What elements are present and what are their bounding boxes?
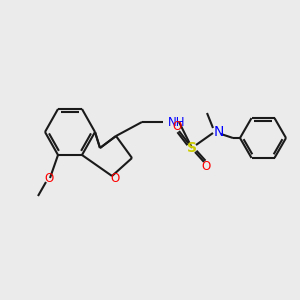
Text: S: S — [187, 141, 197, 155]
Text: O: O — [44, 172, 54, 184]
Text: O: O — [172, 121, 182, 134]
Text: O: O — [201, 160, 211, 172]
Text: O: O — [110, 172, 120, 184]
Text: NH: NH — [168, 116, 185, 128]
Text: N: N — [214, 125, 224, 139]
